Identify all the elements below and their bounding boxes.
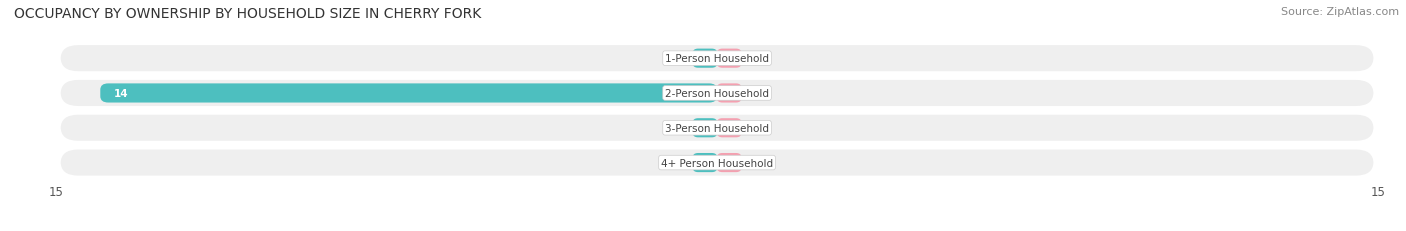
Text: 0: 0 — [679, 54, 686, 64]
FancyBboxPatch shape — [693, 119, 717, 138]
Text: 3-Person Household: 3-Person Household — [665, 123, 769, 133]
FancyBboxPatch shape — [693, 153, 717, 172]
Text: 0: 0 — [748, 123, 755, 133]
Text: 0: 0 — [748, 158, 755, 168]
Text: 0: 0 — [748, 54, 755, 64]
FancyBboxPatch shape — [693, 49, 717, 68]
Text: 0: 0 — [679, 158, 686, 168]
FancyBboxPatch shape — [60, 150, 1374, 176]
FancyBboxPatch shape — [60, 46, 1374, 72]
FancyBboxPatch shape — [717, 84, 741, 103]
Legend: Owner-occupied, Renter-occupied: Owner-occupied, Renter-occupied — [595, 228, 839, 231]
FancyBboxPatch shape — [717, 119, 741, 138]
Text: 1-Person Household: 1-Person Household — [665, 54, 769, 64]
Text: 4+ Person Household: 4+ Person Household — [661, 158, 773, 168]
Text: Source: ZipAtlas.com: Source: ZipAtlas.com — [1281, 7, 1399, 17]
Text: 14: 14 — [114, 88, 128, 99]
FancyBboxPatch shape — [60, 81, 1374, 106]
Text: 0: 0 — [679, 123, 686, 133]
FancyBboxPatch shape — [717, 49, 741, 68]
FancyBboxPatch shape — [717, 153, 741, 172]
Text: OCCUPANCY BY OWNERSHIP BY HOUSEHOLD SIZE IN CHERRY FORK: OCCUPANCY BY OWNERSHIP BY HOUSEHOLD SIZE… — [14, 7, 481, 21]
Text: 0: 0 — [748, 88, 755, 99]
FancyBboxPatch shape — [60, 115, 1374, 141]
Text: 2-Person Household: 2-Person Household — [665, 88, 769, 99]
FancyBboxPatch shape — [100, 84, 717, 103]
